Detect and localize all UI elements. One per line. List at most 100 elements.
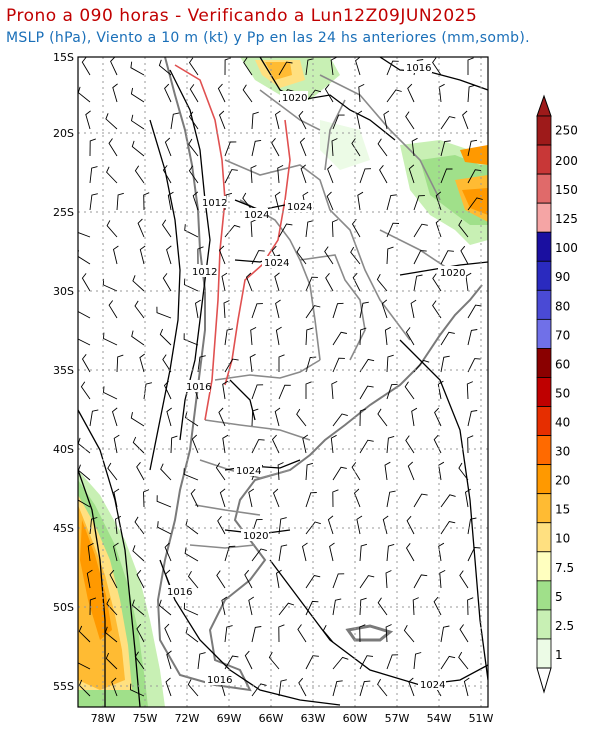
wind-barb [327,164,334,184]
wind-barb [359,439,374,454]
wind-barb [406,515,415,535]
lon-label: 63W [301,712,326,725]
colorbar-swatch [536,289,552,320]
lat-label: 55S [53,680,74,693]
wind-barb [272,488,280,508]
wind-barb [386,246,394,265]
wind-barb [244,569,253,589]
wind-barb [129,683,145,697]
wind-barb [458,651,469,670]
wind-barb [332,573,345,589]
wind-barb [376,273,388,292]
wind-barb [78,493,91,508]
wind-barb [78,304,91,319]
wind-barb [299,137,307,157]
wind-barb [322,624,334,643]
colorbar-swatch [536,144,552,175]
wind-barb [80,381,91,400]
wind-barb [110,57,118,76]
isobar-label: 1024 [264,258,289,269]
colorbar-top-arrow [536,94,552,117]
wind-barb [359,385,374,400]
wind-barb [271,138,280,157]
wind-barb [296,246,307,265]
isobar-label: 1020 [243,531,268,542]
wind-barb [326,191,334,211]
wind-barb [356,515,363,535]
wind-barb [305,276,318,292]
wind-barb [298,677,307,697]
wind-barb [132,545,145,562]
wind-barb [134,516,145,535]
wind-barb [302,434,309,454]
isobar-labels: 1016 1020 1012 1024 1024 1024 1012 1020 … [165,61,466,691]
map-frame [77,56,489,708]
wind-barb [136,623,145,643]
wind-barb [251,111,259,130]
wind-barb [377,597,388,616]
wind-barb [250,219,257,238]
colorbar-swatch [536,377,552,407]
wind-barb [113,488,120,508]
wind-barb [251,250,265,265]
colorbar-swatch [536,348,552,378]
wind-barb [440,331,455,346]
wind-barb [187,570,199,589]
wind-barb [112,245,119,265]
wind-barb [297,624,307,643]
wind-barb [359,408,367,427]
wind-barb [251,626,262,643]
wind-barb [353,488,361,508]
wind-barb [411,137,418,157]
wind-barb [277,164,284,184]
colorbar-swatch [536,435,552,466]
lon-label: 54W [427,712,452,725]
wind-barb [305,492,317,508]
isobar-label: 1016 [406,63,431,74]
wind-barb [386,194,397,211]
wind-barb [377,678,388,697]
wind-barb [467,358,481,373]
wind-barb [159,328,172,346]
wind-barb [405,327,415,346]
wind-barb [278,624,285,643]
wind-barb [107,462,118,481]
wind-barb [278,223,293,238]
wind-barb [156,495,172,508]
wind-barb [305,327,313,346]
colorbar: 250 200 150 125 100 90 80 70 60 50 40 30 20 15 10 7.5 5 2… [536,94,578,694]
wind-barb [105,652,118,670]
wind-barb [188,57,199,76]
wind-barb [301,542,308,562]
colorbar-label: 5 [555,590,563,604]
wind-barb [277,462,284,481]
colorbar-swatch [536,318,552,349]
wind-barb [161,219,172,238]
wind-barb [379,165,388,184]
wind-barb [105,113,118,130]
wind-barb [359,575,375,589]
wind-barb [330,57,337,76]
wind-barb [81,354,91,373]
lon-labels: 78W 75W 72W 69W 66W 63W 60W 57W 54W 51W [91,712,494,725]
wind-barb [275,299,281,319]
wind-barb [332,680,343,697]
wind-barb [278,544,288,562]
wind-barb [405,111,415,130]
wind-barb [382,515,389,535]
wind-barb [224,224,241,238]
wind-barb [325,273,334,292]
wind-barb [412,597,419,616]
wind-barb [86,569,93,589]
wind-barb [187,679,199,697]
wind-barb [184,224,199,238]
wind-barb [440,140,451,157]
wind-barb [158,59,172,76]
wind-barb [359,168,372,184]
wind-barb [324,246,334,265]
wind-barb [249,353,256,373]
wind-barb [434,407,442,427]
colorbar-label: 7.5 [555,561,574,575]
wind-barb [386,543,395,562]
wind-barb [115,515,122,535]
